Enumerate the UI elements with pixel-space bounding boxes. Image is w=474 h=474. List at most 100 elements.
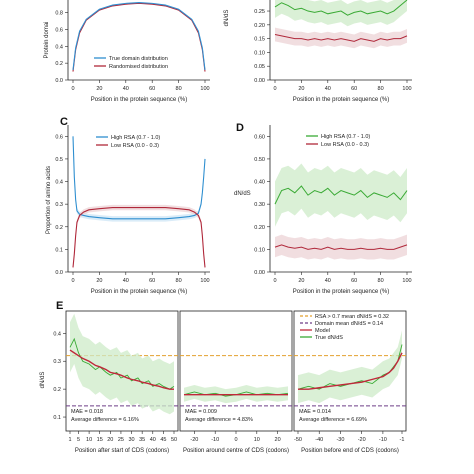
x-tick-label: 20 [107, 437, 113, 443]
y-tick-label: 0.2 [53, 387, 61, 393]
x-axis-title: Position around centre of CDS (codons) [183, 448, 289, 454]
y-axis-title: dN/dS [224, 10, 230, 27]
panel-letter: C [60, 116, 68, 128]
x-axis-title: Position in the protein sequence (%) [293, 97, 389, 103]
x-tick-label: 0 [273, 278, 276, 284]
x-tick-label: 45 [160, 437, 166, 443]
y-tick-label: 0.10 [254, 50, 265, 56]
y-tick-label: 0.3 [55, 202, 63, 208]
legend-label: Domain mean dN/dS = 0.14 [315, 321, 383, 327]
x-tick-label: 15 [97, 437, 103, 443]
x-tick-label: 100 [200, 278, 209, 284]
legend-label: Model [315, 328, 330, 334]
y-tick-label: 0.8 [55, 11, 63, 17]
y-tick-label: 0.2 [55, 225, 63, 231]
mae-label: MAE = 0.009 [185, 409, 217, 415]
y-tick-label: 0.2 [55, 61, 63, 67]
legend-label: Low RSA (0.0 - 0.3) [321, 142, 369, 148]
legend-label: RSA > 0.7 mean dN/dS = 0.32 [315, 314, 389, 320]
x-tick-label: 60 [351, 86, 357, 92]
subplot-frame [65, 310, 179, 432]
panel-b: dN/dS 0.00 0.05 0.10 0.15 0.20 0.25 0 20 40 60 80 10… [224, 0, 412, 103]
y-tick-label: 0.1 [55, 247, 63, 253]
x-axis-title: Position in the protein sequence (%) [91, 97, 187, 103]
x-tick-label: 10 [254, 437, 260, 443]
panel-d: DdN/dS 0.00 0.10 0.20 0.30 0.40 0.50 0.60 0 20 40 6… [234, 122, 412, 295]
green-confidence-band [70, 313, 174, 415]
x-tick-label: 80 [378, 278, 384, 284]
x-tick-label: 100 [200, 86, 209, 92]
red-confidence-band [275, 234, 407, 260]
x-tick-label: 80 [378, 86, 384, 92]
x-tick-label: 20 [96, 278, 102, 284]
panel-e-subplot-1: 1 5 10 15 20 25 30 35 40 45 50 MAE = 0.018 Average d… [65, 310, 179, 454]
x-tick-label: 0 [71, 86, 74, 92]
panel-c: C Proportion of amino acids 0.0 0.1 0.2 0.3 0.… [46, 116, 210, 295]
y-tick-label: 0.00 [254, 270, 265, 276]
y-tick-label: 0.25 [254, 9, 265, 15]
x-tick-label: 20 [298, 278, 304, 284]
panel-a: Protein domai 0.0 0.2 0.4 0.6 0.8 0 20 40 60 80 100… [44, 0, 210, 103]
y-tick-label: 0.00 [254, 78, 265, 84]
x-tick-label: -50 [294, 437, 302, 443]
x-tick-label: 1 [68, 437, 71, 443]
x-tick-label: -40 [315, 437, 323, 443]
y-tick-label: 0.30 [254, 202, 265, 208]
y-axis-title: Protein domai [44, 21, 50, 58]
legend-label: True dN/dS [315, 335, 343, 341]
panel-e: EdN/dS 0.1 0.2 0.3 0.4 1 5 10 15 20 25 30 35 40 45 50 MA… [40, 300, 407, 454]
y-tick-label: 0.10 [254, 247, 265, 253]
x-tick-label: -20 [358, 437, 366, 443]
x-tick-label: 60 [149, 86, 155, 92]
y-axis-title: dN/dS [234, 191, 251, 197]
x-tick-label: 80 [176, 278, 182, 284]
x-tick-label: 20 [298, 86, 304, 92]
y-tick-label: 0.20 [254, 23, 265, 29]
x-tick-label: 0 [234, 437, 237, 443]
mae-label: MAE = 0.018 [71, 409, 103, 415]
x-tick-label: 5 [77, 437, 80, 443]
y-tick-label: 0.15 [254, 37, 265, 43]
x-tick-label: 20 [96, 86, 102, 92]
average-difference-label: Average difference = 6.16% [71, 417, 139, 423]
x-tick-label: -10 [379, 437, 387, 443]
y-tick-label: 0.6 [55, 134, 63, 140]
legend-label: True domain distribution [109, 56, 168, 62]
x-tick-label: 40 [325, 86, 331, 92]
x-tick-label: 60 [351, 278, 357, 284]
x-axis-title: Position after start of CDS (codons) [75, 448, 169, 454]
y-axis-title: Proportion of amino acids [46, 166, 52, 234]
x-axis-title: Position in the protein sequence (%) [293, 289, 389, 295]
y-tick-label: 0.4 [55, 44, 63, 50]
y-tick-label: 0.05 [254, 64, 265, 70]
y-axis-title: dN/dS [40, 372, 46, 389]
y-tick-label: 0.4 [55, 180, 63, 186]
x-tick-label: 50 [171, 437, 177, 443]
panel-letter: E [56, 300, 63, 312]
average-difference-label: Average difference = 6.69% [299, 417, 367, 423]
panel-letter: D [236, 122, 244, 134]
x-tick-label: 20 [275, 437, 281, 443]
x-tick-label: -20 [190, 437, 198, 443]
y-tick-label: 0.40 [254, 180, 265, 186]
subplot-frame [293, 310, 407, 432]
y-tick-label: 0.0 [55, 270, 63, 276]
legend-label: High RSA (0.7 - 1.0) [321, 134, 370, 140]
y-tick-label: 0.60 [254, 134, 265, 140]
x-tick-label: -1 [400, 437, 405, 443]
x-tick-label: 30 [128, 437, 134, 443]
panel-e-subplot-2: -20 -10 0 10 20 MAE = 0.009 Average difference… [179, 310, 293, 454]
x-tick-label: 40 [123, 278, 129, 284]
x-tick-label: 35 [139, 437, 145, 443]
x-tick-label: 10 [86, 437, 92, 443]
legend-label: High RSA (0.7 - 1.0) [111, 135, 160, 141]
x-tick-label: 0 [71, 278, 74, 284]
y-tick-label: 0.1 [53, 415, 61, 421]
green-confidence-band [275, 163, 407, 227]
y-tick-label: 0.5 [55, 157, 63, 163]
x-tick-label: 40 [325, 278, 331, 284]
green-confidence-band [298, 330, 402, 404]
y-tick-label: 0.50 [254, 157, 265, 163]
